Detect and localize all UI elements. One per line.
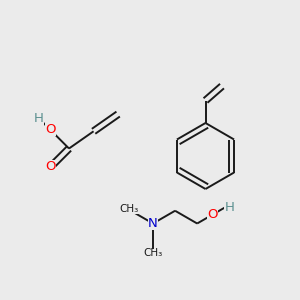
Text: O: O [46, 160, 56, 173]
Text: H: H [34, 112, 44, 125]
Text: O: O [45, 123, 56, 136]
Text: CH₃: CH₃ [120, 204, 139, 214]
Text: N: N [148, 217, 158, 230]
Text: O: O [207, 208, 218, 221]
Text: H: H [224, 201, 234, 214]
Text: CH₃: CH₃ [143, 248, 163, 259]
